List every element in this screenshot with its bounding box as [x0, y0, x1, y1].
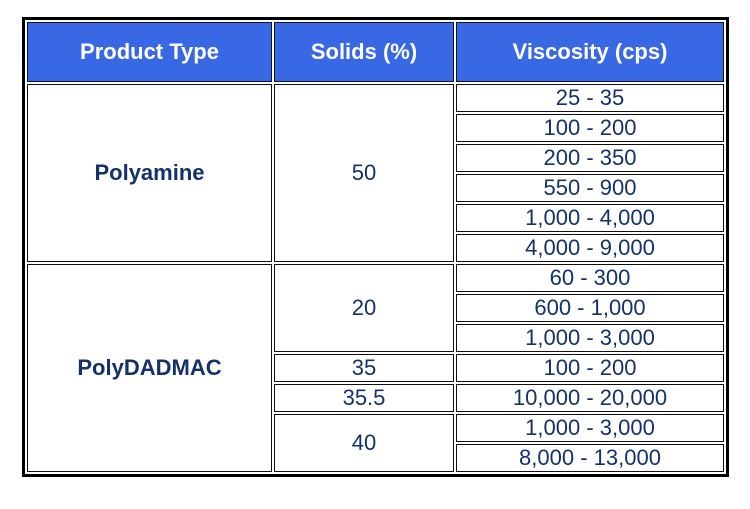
table-row: 1,000 - 4,000	[27, 204, 724, 232]
table-row: 4,000 - 9,000	[27, 234, 724, 262]
viscosity-range-cell: 100 - 200	[456, 114, 724, 142]
table-row: 100 - 200	[27, 114, 724, 142]
header-product-type: Product Type	[27, 22, 272, 82]
table-row: 200 - 350	[27, 144, 724, 172]
header-viscosity: Viscosity (cps)	[456, 22, 724, 82]
product-name-cell: Polyamine	[27, 84, 272, 262]
table-row: Polyamine 50 25 - 35	[27, 84, 724, 262]
viscosity-range-cell: 60 - 300	[456, 264, 724, 292]
header-solids: Solids (%)	[274, 22, 454, 82]
viscosity-range-cell: 200 - 350	[456, 144, 724, 172]
viscosity-range-cell: 8,000 - 13,000	[456, 444, 724, 472]
viscosity-range-cell: 1,000 - 3,000	[456, 324, 724, 352]
table-row: 600 - 1,000	[27, 294, 724, 322]
table-row: 35.5 10,000 - 20,000	[27, 384, 724, 412]
product-name-cell: PolyDADMAC	[27, 264, 272, 472]
table-row: 35 100 - 200	[27, 354, 724, 382]
solids-value-cell: 40	[274, 414, 454, 472]
viscosity-range-cell: 1,000 - 3,000	[456, 414, 724, 442]
table-row: 40 1,000 - 3,000	[27, 414, 724, 472]
table-row: PolyDADMAC 20 60 - 300	[27, 264, 724, 472]
product-viscosity-table: Product Type Solids (%) Viscosity (cps) …	[22, 17, 729, 477]
table-row: 550 - 900	[27, 174, 724, 202]
viscosity-range-cell: 25 - 35	[456, 84, 724, 112]
table-row: 8,000 - 13,000	[27, 444, 724, 472]
header-row: Product Type Solids (%) Viscosity (cps)	[27, 22, 724, 82]
viscosity-range-cell: 550 - 900	[456, 174, 724, 202]
solids-value-cell: 20	[274, 264, 454, 352]
solids-value-cell: 35	[274, 354, 454, 382]
solids-value-cell: 35.5	[274, 384, 454, 412]
viscosity-range-cell: 1,000 - 4,000	[456, 204, 724, 232]
viscosity-range-cell: 10,000 - 20,000	[456, 384, 724, 412]
viscosity-range-cell: 600 - 1,000	[456, 294, 724, 322]
table-row: 1,000 - 3,000	[27, 324, 724, 352]
viscosity-range-cell: 4,000 - 9,000	[456, 234, 724, 262]
viscosity-range-cell: 100 - 200	[456, 354, 724, 382]
solids-value-cell: 50	[274, 84, 454, 262]
